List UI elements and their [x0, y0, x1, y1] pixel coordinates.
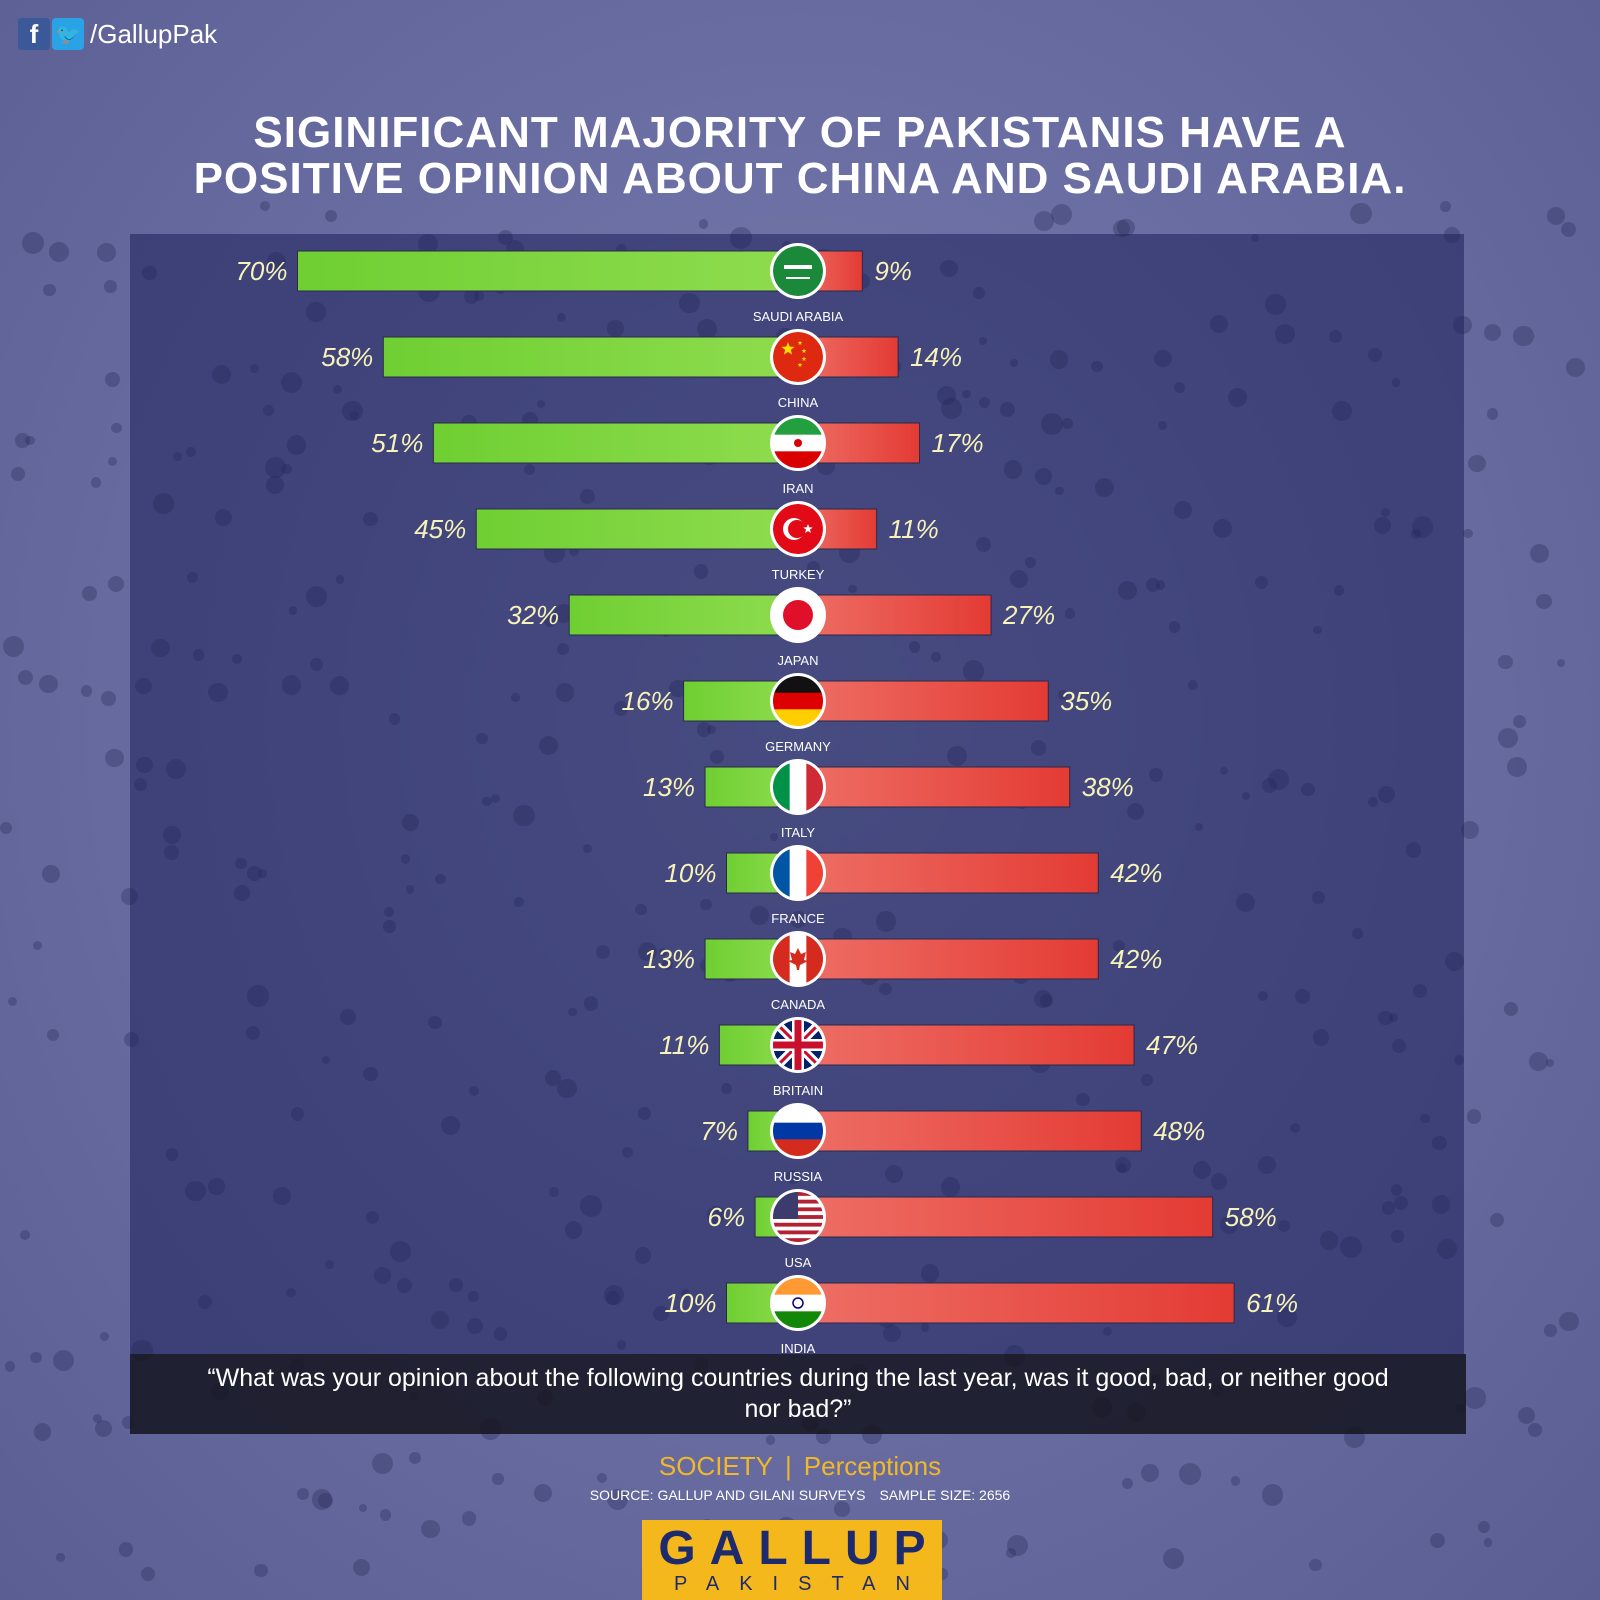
- gallup-pakistan-logo: GALLUP PAKISTAN: [642, 1520, 942, 1600]
- negative-bar: [797, 938, 1099, 980]
- survey-question: “What was your opinion about the followi…: [207, 1364, 1389, 1423]
- negative-value-label: 61%: [1246, 1288, 1298, 1318]
- country-label: JAPAN: [778, 653, 819, 668]
- negative-value-label: 42%: [1110, 858, 1162, 888]
- negative-value-label: 27%: [1002, 600, 1055, 630]
- bar-row: 16% 35% GERMANY: [622, 673, 1112, 754]
- infographic-title: SIGINIFICANT MAJORITY OF PAKISTANIS HAVE…: [0, 110, 1600, 202]
- country-label: IRAN: [782, 481, 813, 496]
- negative-bar: [797, 766, 1071, 808]
- turkey-flag-icon: [770, 501, 826, 557]
- positive-value-label: 45%: [414, 514, 466, 544]
- country-label: CANADA: [771, 997, 826, 1012]
- bar-row: 11% 47% BRITAIN: [659, 1017, 1198, 1098]
- positive-value-label: 32%: [507, 600, 559, 630]
- positive-bar: [475, 508, 799, 550]
- bar-row: 10% 42% FRANCE: [664, 845, 1162, 926]
- country-label: ITALY: [781, 825, 816, 840]
- sample-size: SAMPLE SIZE: 2656: [879, 1487, 1011, 1503]
- positive-value-label: 16%: [622, 686, 674, 716]
- negative-bar: [797, 852, 1099, 894]
- country-label: CHINA: [778, 395, 819, 410]
- country-label: RUSSIA: [774, 1169, 823, 1184]
- iran-flag-icon: [770, 415, 826, 471]
- china-flag-icon: [770, 329, 826, 385]
- bar-row: 51% 17% IRAN: [371, 415, 984, 496]
- negative-bar: [797, 680, 1049, 722]
- facebook-icon[interactable]: f: [18, 18, 50, 50]
- france-flag-icon: [770, 845, 826, 901]
- positive-bar: [382, 336, 799, 378]
- social-links: f 🐦 /GallupPak: [18, 16, 217, 52]
- negative-value-label: 14%: [910, 342, 962, 372]
- germany-flag-icon: [770, 673, 826, 729]
- category-label: SOCIETY: [658, 1451, 774, 1481]
- negative-bar: [797, 594, 992, 636]
- country-label: SAUDI ARABIA: [753, 309, 844, 324]
- bar-row: 70% 9% SAUDI ARABIA: [235, 243, 912, 324]
- twitter-icon[interactable]: 🐦: [52, 18, 84, 50]
- bar-row: 32% 27% JAPAN: [507, 587, 1055, 668]
- positive-value-label: 7%: [700, 1116, 738, 1146]
- bar-row: 58% 14% CHINA: [321, 329, 962, 410]
- positive-value-label: 10%: [664, 858, 716, 888]
- negative-bar: [797, 1196, 1214, 1238]
- country-label: FRANCE: [771, 911, 825, 926]
- positive-value-label: 10%: [664, 1288, 716, 1318]
- negative-bar: [797, 1282, 1235, 1324]
- subcategory-label: Perceptions: [803, 1451, 942, 1481]
- country-label: INDIA: [781, 1341, 816, 1356]
- britain-flag-icon: [770, 1017, 826, 1073]
- bar-row: 6% 58% USA: [708, 1189, 1277, 1270]
- positive-value-label: 13%: [643, 944, 695, 974]
- title-line-2: POSITIVE OPINION ABOUT CHINA AND SAUDI A…: [193, 154, 1407, 203]
- positive-value-label: 6%: [708, 1202, 746, 1232]
- country-label: USA: [785, 1255, 812, 1270]
- logo-main-text: GALLUP: [658, 1522, 940, 1575]
- japan-flag-icon: [770, 587, 826, 643]
- negative-value-label: 42%: [1110, 944, 1162, 974]
- positive-bar: [297, 250, 799, 292]
- bar-row: 13% 38% ITALY: [643, 759, 1134, 840]
- positive-value-label: 70%: [235, 256, 287, 286]
- bar-row: 45% 11% TURKEY: [414, 501, 939, 582]
- country-label: GERMANY: [765, 739, 831, 754]
- negative-value-label: 58%: [1225, 1202, 1277, 1232]
- source-line: SOURCE: GALLUP AND GILANI SURVEYS SAMPLE …: [0, 1487, 1600, 1503]
- positive-value-label: 11%: [659, 1030, 709, 1060]
- category-line: SOCIETY | Perceptions: [0, 1451, 1600, 1482]
- canada-flag-icon: [770, 931, 826, 987]
- bar-row: 10% 61% INDIA: [664, 1275, 1298, 1356]
- positive-value-label: 13%: [643, 772, 695, 802]
- negative-value-label: 11%: [889, 514, 939, 544]
- positive-bar: [568, 594, 799, 636]
- negative-value-label: 38%: [1082, 772, 1134, 802]
- bar-row: 7% 48% RUSSIA: [700, 1103, 1205, 1184]
- category-separator: |: [785, 1451, 792, 1481]
- social-handle[interactable]: /GallupPak: [90, 18, 218, 49]
- usa-flag-icon: [770, 1189, 826, 1245]
- india-flag-icon: [770, 1275, 826, 1331]
- positive-value-label: 58%: [321, 342, 373, 372]
- positive-bar: [432, 422, 799, 464]
- negative-bar: [797, 1024, 1135, 1066]
- bar-row: 13% 42% CANADA: [643, 931, 1162, 1012]
- italy-flag-icon: [770, 759, 826, 815]
- title-line-1: SIGINIFICANT MAJORITY OF PAKISTANIS HAVE…: [253, 108, 1347, 157]
- country-label: TURKEY: [772, 567, 825, 582]
- positive-value-label: 51%: [371, 428, 423, 458]
- negative-value-label: 17%: [932, 428, 984, 458]
- saudi-arabia-flag-icon: [770, 243, 826, 299]
- russia-flag-icon: [770, 1103, 826, 1159]
- negative-value-label: 35%: [1060, 686, 1112, 716]
- source-text: SOURCE: GALLUP AND GILANI SURVEYS: [589, 1487, 866, 1503]
- negative-bar: [797, 1110, 1142, 1152]
- negative-value-label: 48%: [1153, 1116, 1205, 1146]
- survey-question-banner: “What was your opinion about the followi…: [130, 1354, 1466, 1434]
- logo-sub-text: PAKISTAN: [674, 1573, 930, 1595]
- negative-value-label: 47%: [1146, 1030, 1198, 1060]
- country-label: BRITAIN: [773, 1083, 823, 1098]
- negative-value-label: 9%: [874, 256, 912, 286]
